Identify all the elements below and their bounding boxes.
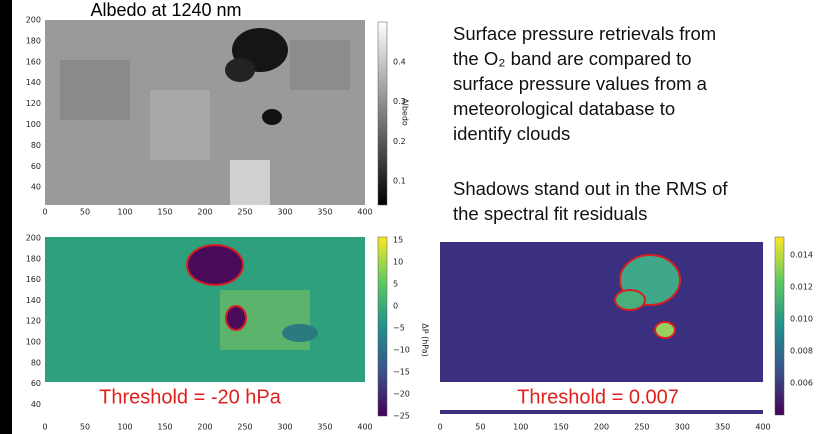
x-tick-label: 0 [42,423,47,432]
x-tick-label: 400 [357,423,372,432]
x-tick-label: 400 [755,423,770,432]
paragraph-line: Surface pressure retrievals from [453,23,716,44]
colorbar-tick-label: 0.012 [790,283,813,292]
x-tick-label: 0 [437,423,442,432]
colorbar-tick-label: 0.1 [393,177,406,186]
y-tick-label: 100 [26,338,41,347]
x-tick-label: 100 [513,423,528,432]
colorbar-tick-label: 0.010 [790,315,813,324]
colorbar-label: Albedo [401,98,410,126]
y-tick-label: 200 [26,16,41,25]
colorbar-tick-label: 15 [393,236,403,245]
x-tick-label: 250 [237,208,252,217]
y-tick-label: 40 [31,183,41,192]
y-tick-label: 180 [26,254,41,263]
threshold-box [45,382,365,410]
colorbar-tick-label: 0.4 [393,58,406,67]
y-tick-label: 80 [31,358,41,367]
threshold-label: Threshold = -20 hPa [99,386,282,408]
colorbar [774,236,785,416]
y-tick-label: 140 [26,78,41,87]
colorbar [377,236,388,417]
y-tick-label: 120 [26,99,41,108]
x-tick-label: 150 [553,423,568,432]
paragraph-line: the spectral fit residuals [453,203,647,224]
x-tick-label: 350 [715,423,730,432]
colorbar [377,21,388,206]
x-tick-label: 0 [42,208,47,217]
paragraph-line: identify clouds [453,123,570,144]
albedo-image [45,20,365,205]
pressure-image [45,237,365,410]
y-tick-label: 200 [26,234,41,243]
x-tick-label: 50 [80,208,90,217]
y-tick-label: 60 [31,162,41,171]
x-tick-label: 50 [475,423,485,432]
y-tick-label: 140 [26,296,41,305]
colorbar-tick-label: 0 [393,302,398,311]
y-tick-label: 180 [26,36,41,45]
colorbar-tick-label: 0.008 [790,347,813,356]
x-tick-label: 200 [197,208,212,217]
x-tick-label: 300 [277,208,292,217]
x-tick-label: 200 [594,423,609,432]
colorbar-tick-label: 0.3 [393,97,406,106]
colorbar-tick-label: −15 [393,368,410,377]
colorbar-tick-label: 0.014 [790,251,813,260]
panel-title: Albedo at 1240 nm [90,0,241,20]
y-tick-label: 80 [31,141,41,150]
x-tick-label: 100 [117,423,132,432]
y-tick-label: 100 [26,120,41,129]
x-tick-label: 100 [117,208,132,217]
colorbar-tick-label: 10 [393,258,403,267]
colorbar-tick-label: 0.006 [790,379,813,388]
colorbar-label: ΔP (hPa) [421,323,430,357]
x-tick-label: 300 [277,423,292,432]
colorbar-tick-label: −25 [393,412,410,421]
colorbar-tick-label: 0.2 [393,137,406,146]
x-tick-label: 150 [157,423,172,432]
x-tick-label: 250 [634,423,649,432]
threshold-box [440,382,763,410]
x-tick-label: 350 [317,423,332,432]
x-tick-label: 150 [157,208,172,217]
paragraph-line: Shadows stand out in the RMS of [453,178,728,199]
left-bar [0,0,12,434]
x-tick-label: 200 [197,423,212,432]
x-tick-label: 50 [80,423,90,432]
y-tick-label: 120 [26,317,41,326]
x-tick-label: 350 [317,208,332,217]
paragraph-line: the O₂ band are compared to [453,48,692,69]
paragraph-line: surface pressure values from a [453,73,708,94]
y-tick-label: 160 [26,57,41,66]
colorbar-tick-label: −20 [393,390,410,399]
y-tick-label: 160 [26,275,41,284]
x-tick-label: 250 [237,423,252,432]
threshold-label: Threshold = 0.007 [517,386,679,408]
y-tick-label: 40 [31,400,41,409]
colorbar-tick-label: 5 [393,280,398,289]
x-tick-label: 400 [357,208,372,217]
x-tick-label: 300 [675,423,690,432]
y-tick-label: 60 [31,379,41,388]
colorbar-tick-label: −5 [393,324,405,333]
colorbar-tick-label: −10 [393,346,410,355]
paragraph-line: meteorological database to [453,98,675,119]
